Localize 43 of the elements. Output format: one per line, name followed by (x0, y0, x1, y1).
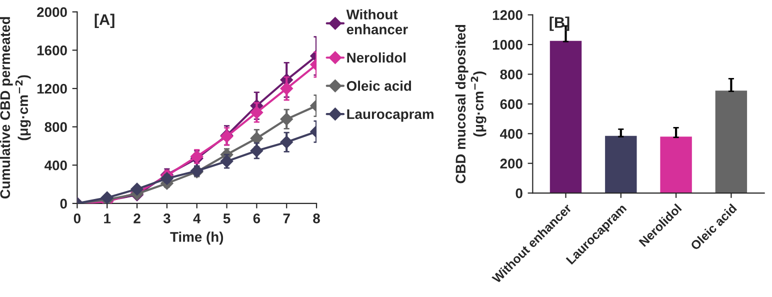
point (160, 172, 174, 185)
y-tick-label: 200 (500, 158, 522, 169)
y-axis-title: CBD mucosal deposited (μg·cm$^{−2}$) (455, 24, 486, 184)
point (130, 182, 144, 196)
annotation: [A] (94, 14, 114, 28)
x-tick-label: 1 (104, 214, 111, 224)
y-tick-label: 1600 (37, 46, 67, 56)
legend-label: Without enhancer (346, 9, 408, 34)
y-tick-label: 1200 (492, 10, 522, 20)
x-tick-label: 8 (313, 214, 320, 224)
x-tick-label: 0 (74, 214, 80, 224)
y-tick-label: 1000 (492, 40, 522, 50)
x-tick-label: 4 (193, 214, 201, 224)
bar (660, 136, 692, 194)
y-tick-label: 800 (500, 70, 522, 80)
x-tick-label: 6 (253, 214, 260, 224)
y-tick-label: 800 (44, 122, 67, 132)
x-tick-label: 2 (134, 214, 140, 224)
y-tick-label: 1200 (37, 84, 67, 94)
y-axis-title: Cumulative CBD permeated (μg·cm$^{−2}$) (0, 17, 31, 199)
y-tick-label: 600 (500, 99, 522, 110)
legend-label: Laurocapram (347, 109, 434, 122)
legend-label: Oleic acid (346, 80, 412, 91)
y-tick-label: 400 (44, 160, 67, 170)
y-tick-label: 0 (516, 188, 522, 198)
point (280, 112, 294, 126)
point (280, 82, 294, 95)
point (250, 106, 264, 119)
y-tick-label: 400 (500, 128, 522, 139)
point (220, 154, 234, 168)
x-axis-title: Time (h) (170, 232, 224, 245)
point (250, 144, 264, 158)
point (250, 132, 264, 145)
point (280, 136, 294, 149)
x-tick-label: 7 (283, 214, 290, 224)
legend-label: Nerolidol (347, 52, 406, 63)
annotation: [B] (550, 16, 570, 31)
bar (605, 136, 637, 194)
y-tick-label: 2000 (37, 7, 67, 18)
bar (550, 40, 582, 194)
bar (715, 90, 748, 194)
x-tick-label: 3 (163, 214, 170, 224)
x-tick-label: 5 (223, 214, 230, 224)
